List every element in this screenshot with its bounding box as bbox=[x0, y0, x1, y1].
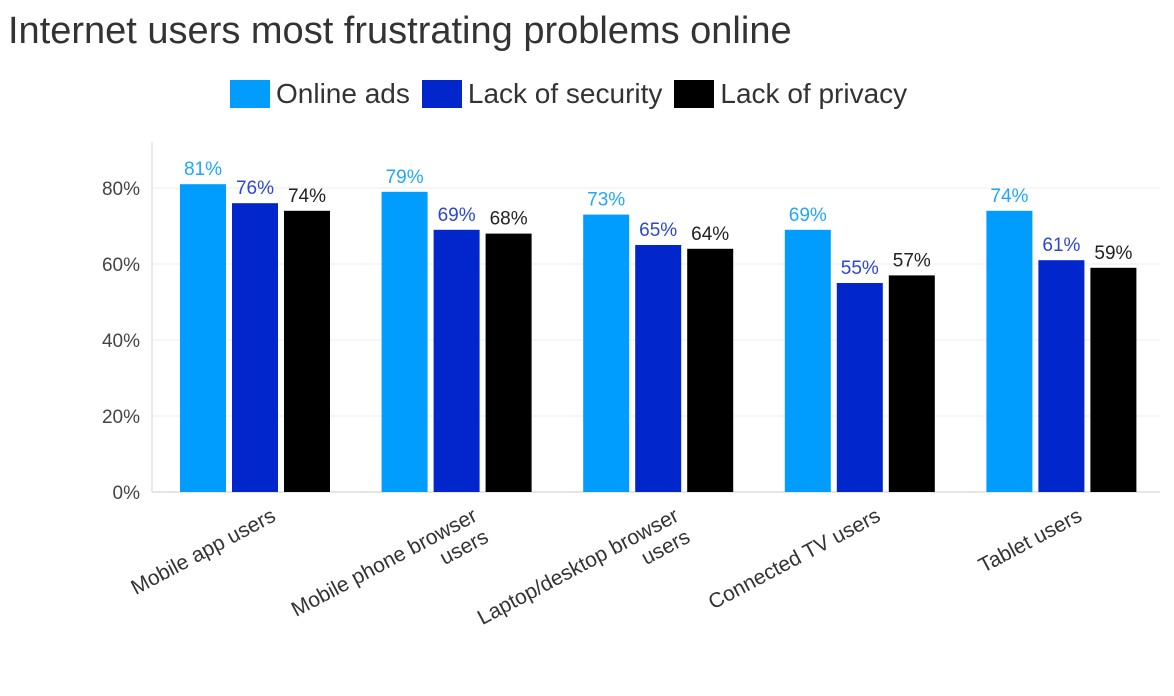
bar-online-ads bbox=[784, 229, 831, 493]
data-label: 64% bbox=[691, 224, 729, 245]
legend-label-lack-of-privacy: Lack of privacy bbox=[720, 78, 908, 109]
bar-online-ads bbox=[986, 210, 1033, 493]
bar-lack-of-security bbox=[433, 229, 480, 493]
bar-lack-of-security bbox=[232, 203, 278, 492]
y-tick-label: 40% bbox=[102, 331, 140, 352]
x-tick-label: Mobile phone browserusers bbox=[288, 504, 493, 643]
data-label: 68% bbox=[490, 209, 528, 230]
data-label: 74% bbox=[990, 186, 1028, 207]
data-label: 69% bbox=[438, 205, 476, 226]
bar-lack-of-privacy bbox=[284, 210, 330, 493]
x-tick-label: Connected TV users bbox=[705, 504, 884, 614]
data-label: 65% bbox=[639, 220, 677, 241]
bar-lack-of-security bbox=[1038, 260, 1085, 492]
data-label: 74% bbox=[288, 186, 326, 207]
y-tick-label: 20% bbox=[102, 407, 140, 428]
chart-legend: Online ads Lack of security Lack of priv… bbox=[230, 78, 919, 110]
data-label: 59% bbox=[1094, 243, 1132, 264]
data-label: 73% bbox=[587, 190, 625, 211]
chart-title: Internet users most frustrating problems… bbox=[8, 10, 792, 52]
bar-online-ads bbox=[180, 184, 226, 492]
y-tick-label: 60% bbox=[102, 255, 140, 276]
legend-item-lack-of-security[interactable]: Lack of security bbox=[421, 78, 663, 110]
data-label: 76% bbox=[236, 178, 274, 199]
legend-item-lack-of-privacy[interactable]: Lack of privacy bbox=[674, 78, 907, 110]
bar-online-ads bbox=[381, 191, 428, 493]
bar-lack-of-privacy bbox=[485, 233, 532, 492]
legend-label-online-ads: Online ads bbox=[276, 78, 410, 109]
legend-swatch-lack-of-privacy bbox=[674, 80, 715, 108]
bar-lack-of-privacy bbox=[1090, 267, 1137, 492]
legend-swatch-online-ads bbox=[230, 80, 270, 108]
bar-online-ads bbox=[583, 214, 630, 492]
bar-lack-of-security bbox=[836, 283, 883, 492]
x-tick-label: Tablet users bbox=[975, 504, 1086, 577]
data-label: 69% bbox=[789, 205, 827, 226]
y-tick-label: 80% bbox=[102, 179, 140, 200]
x-tick-label: Laptop/desktop browserusers bbox=[474, 504, 694, 651]
data-label: 57% bbox=[893, 250, 931, 271]
x-tick-label: Mobile app users bbox=[127, 504, 279, 599]
y-tick-label: 0% bbox=[113, 483, 141, 504]
legend-label-lack-of-security: Lack of security bbox=[467, 78, 663, 109]
data-label: 55% bbox=[841, 258, 879, 279]
data-label: 79% bbox=[386, 167, 424, 188]
legend-swatch-lack-of-security bbox=[421, 80, 462, 108]
bar-lack-of-privacy bbox=[687, 248, 734, 492]
bar-lack-of-privacy bbox=[888, 275, 935, 492]
data-label: 61% bbox=[1042, 235, 1080, 256]
legend-item-online-ads[interactable]: Online ads bbox=[230, 78, 410, 110]
data-label: 81% bbox=[184, 159, 222, 180]
bar-lack-of-security bbox=[635, 245, 682, 492]
